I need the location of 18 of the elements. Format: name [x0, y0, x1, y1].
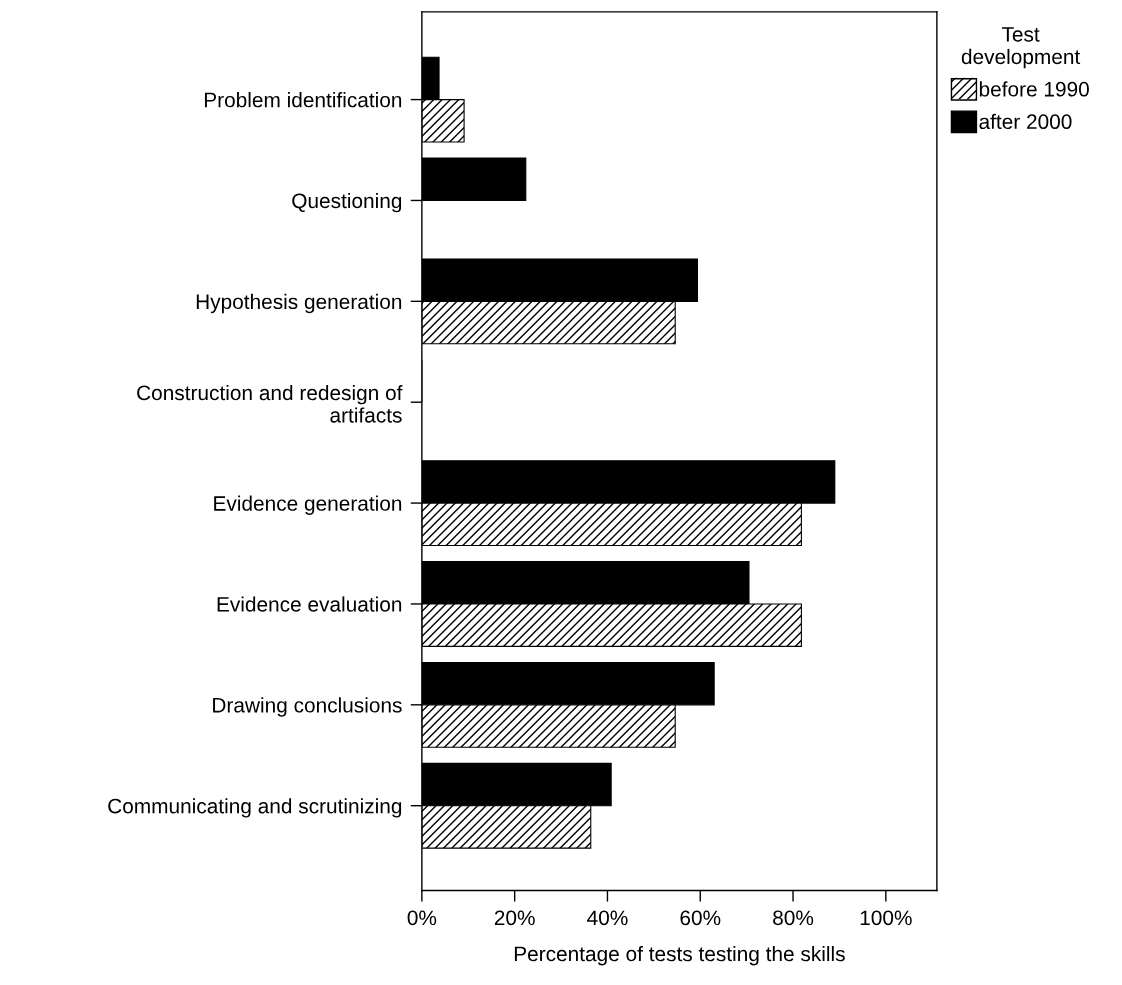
y-tick-label: Drawing conclusions: [213, 697, 402, 717]
y-tick-label: Hypothesis generation: [196, 293, 402, 314]
y-tick-label: Evidence evaluation: [217, 596, 402, 612]
x-tick-label: 60%: [680, 910, 721, 926]
x-axis-title: Percentage of tests testing the skills: [514, 945, 845, 966]
x-tick-label: 20%: [494, 910, 535, 926]
y-tick-label: Communicating and scrutinizing: [108, 798, 402, 818]
y-tick-label: Evidence generation: [214, 495, 402, 515]
y-tick-label: Construction and redesign of artifacts: [137, 384, 403, 423]
legend-label: before 1990: [979, 81, 1089, 97]
y-tick-label: Problem identification: [204, 92, 402, 108]
x-tick-label: 80%: [773, 910, 814, 926]
x-tick-label: 0%: [407, 910, 437, 926]
y-tick-label: Questioning: [292, 192, 402, 213]
x-tick-label: 100%: [860, 910, 912, 926]
legend-title: Test development: [961, 27, 1081, 69]
legend-label: after 2000: [979, 113, 1072, 130]
x-tick-label: 40%: [587, 910, 628, 926]
